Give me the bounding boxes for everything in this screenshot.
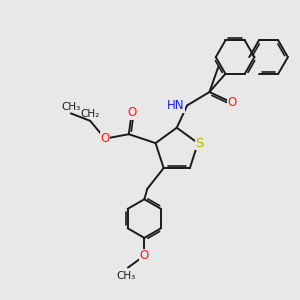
Text: S: S: [195, 136, 204, 150]
Text: O: O: [140, 249, 149, 262]
Text: HN: HN: [167, 99, 184, 112]
Text: CH₃: CH₃: [117, 271, 136, 281]
Text: CH₃: CH₃: [61, 102, 80, 112]
Text: O: O: [100, 132, 109, 145]
Text: O: O: [127, 106, 136, 119]
Text: CH₂: CH₂: [80, 109, 100, 119]
Text: O: O: [227, 96, 236, 109]
